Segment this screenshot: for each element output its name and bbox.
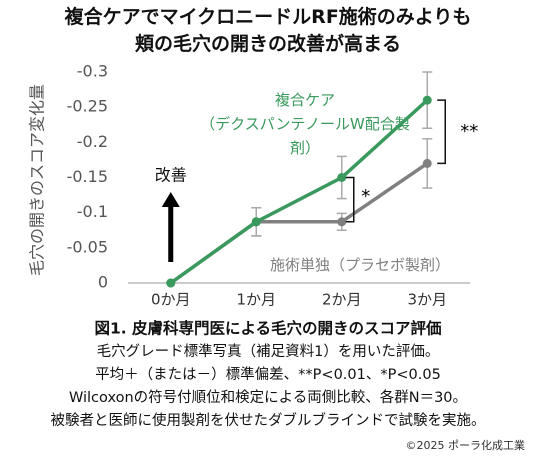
point bbox=[337, 173, 347, 182]
bracket bbox=[437, 99, 446, 165]
point bbox=[422, 158, 432, 168]
x-tick-label: 1か月 bbox=[236, 291, 276, 309]
y-tick-label: -0.25 bbox=[67, 97, 108, 116]
y-axis-label: 毛穴の開きのスコア変化量 bbox=[28, 84, 47, 276]
caption-title: 図1. 皮膚科専門医による毛穴の開きのスコア評価 bbox=[94, 319, 442, 338]
y-tick-label: -0.15 bbox=[67, 167, 108, 186]
point bbox=[422, 95, 432, 105]
point bbox=[251, 217, 261, 227]
y-tick-label: -0.3 bbox=[77, 62, 108, 81]
bracket bbox=[345, 176, 355, 223]
y-tick-label: -0.05 bbox=[67, 237, 108, 256]
point bbox=[337, 217, 347, 227]
series-label: 施術単独（プラセボ製剤） bbox=[269, 256, 450, 274]
point bbox=[166, 278, 176, 288]
annotation: 改善 bbox=[155, 166, 187, 185]
caption-line: 平均＋（または－）標準偏差、**P<0.01、*P<0.05 bbox=[95, 366, 441, 383]
arrow-head bbox=[161, 192, 180, 207]
copyright: ©2025 ポーラ化成工業 bbox=[406, 438, 526, 452]
x-tick-label: 2か月 bbox=[322, 291, 362, 309]
series-line bbox=[169, 98, 429, 285]
annotation: ** bbox=[460, 121, 478, 142]
y-tick-label: -0.1 bbox=[77, 202, 108, 221]
caption-line: 被験者と医師に使用製剤を伏せたダブルブラインドで試験を実施。 bbox=[51, 411, 486, 429]
y-tick-label: 0 bbox=[98, 273, 108, 292]
caption-line: 毛穴グレード標準写真（補足資料1）を用いた評価。 bbox=[97, 342, 440, 360]
chart-title: 複合ケアでマイクロニードルRF施術のみよりも 頬の毛穴の開きの改善が高まる bbox=[64, 6, 472, 55]
x-tick-label: 3か月 bbox=[407, 291, 447, 309]
x-tick-label: 0か月 bbox=[151, 291, 191, 309]
caption-line: Wilcoxonの符号付順位和検定による両側比較、各群N＝30。 bbox=[69, 388, 467, 406]
series-label: 複合ケア （デクスパンテノールW配合製剤） bbox=[200, 91, 410, 157]
y-tick-label: -0.2 bbox=[77, 132, 108, 151]
annotation: * bbox=[361, 186, 370, 207]
